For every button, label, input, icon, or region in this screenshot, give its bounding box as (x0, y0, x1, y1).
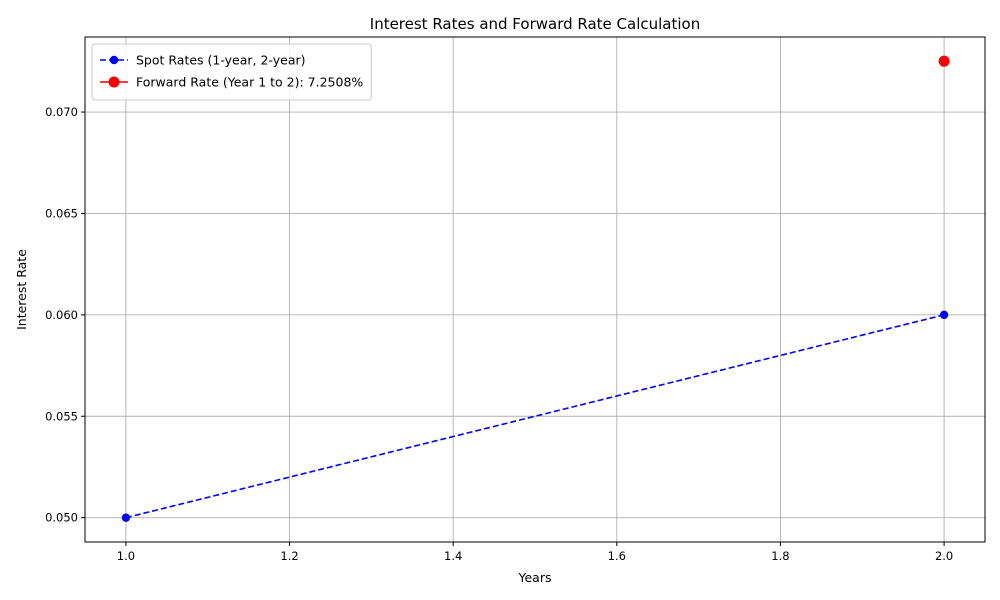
y-tick-label: 0.070 (45, 105, 78, 119)
x-tick-label: 1.6 (608, 549, 626, 563)
plot-series (121, 55, 950, 522)
x-tick-label: 1.0 (117, 549, 135, 563)
legend-marker (109, 55, 119, 65)
chart-title: Interest Rates and Forward Rate Calculat… (370, 15, 700, 33)
x-tick-label: 1.2 (280, 549, 298, 563)
series-2 (938, 55, 950, 67)
x-tick-label: 2.0 (935, 549, 953, 563)
legend-frame (91, 43, 372, 101)
series-1 (121, 310, 949, 522)
y-tick-label: 0.065 (45, 206, 78, 220)
grid (85, 37, 985, 542)
x-tick-label: 1.8 (771, 549, 789, 563)
legend-label: Spot Rates (1-year, 2-year) (136, 53, 306, 68)
plot-frame (84, 36, 986, 543)
axis-ticks: 1.0 1.2 1.4 1.6 1.8 2.0 0.050 0.055 0.060 0.065 0.… (45, 105, 953, 563)
legend: Spot Rates (1-year, 2-year) Forward Rate … (91, 43, 372, 101)
x-tick-label: 1.4 (444, 549, 462, 563)
x-axis-title: Years (518, 570, 552, 585)
legend-marker (108, 76, 120, 88)
data-point (121, 513, 131, 522)
y-tick-label: 0.050 (45, 511, 78, 525)
y-tick-label: 0.055 (45, 409, 78, 423)
y-axis-title: Interest Rate (14, 249, 29, 330)
data-point (938, 55, 950, 67)
data-point (939, 310, 949, 320)
legend-label: Forward Rate (Year 1 to 2): 7.2508% (136, 75, 363, 90)
series-line (125, 314, 945, 519)
y-tick-label: 0.060 (45, 308, 78, 322)
